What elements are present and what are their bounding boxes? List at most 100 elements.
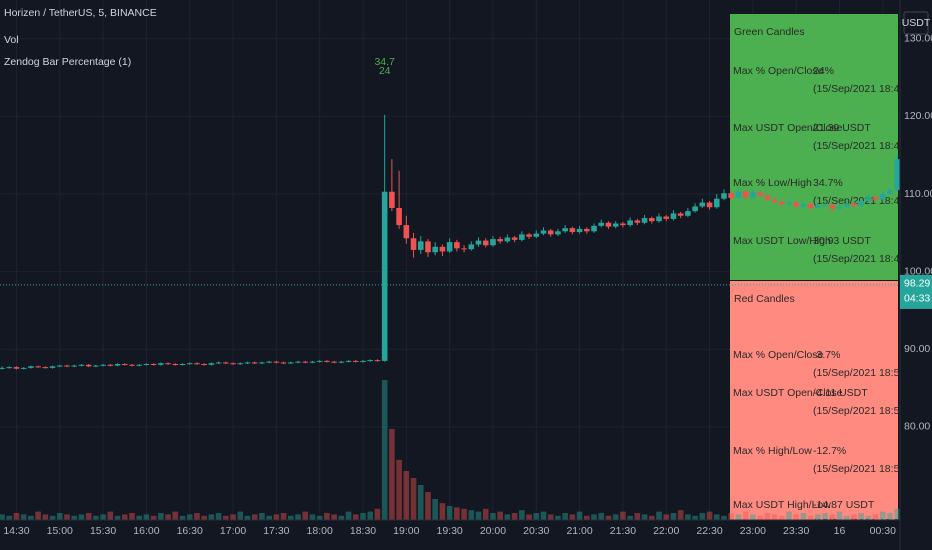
candle-body xyxy=(771,199,778,202)
volume-bar xyxy=(309,514,316,520)
volume-bar xyxy=(324,513,330,520)
indicator-legend: Zendog Bar Percentage (1) xyxy=(4,56,131,68)
x-tick-label: 20:30 xyxy=(523,525,549,537)
candle-body xyxy=(858,201,864,206)
candle-body xyxy=(851,203,857,206)
stats-panel xyxy=(730,281,898,520)
volume-bar xyxy=(338,515,345,520)
volume-bar xyxy=(403,471,410,520)
y-tick-label: 100.00 xyxy=(904,265,932,277)
volume-legend: Vol xyxy=(4,34,19,46)
candle-body xyxy=(562,228,568,232)
price-tag xyxy=(900,274,932,309)
candle-body xyxy=(540,230,547,234)
candle-body xyxy=(764,195,771,200)
volume-bar xyxy=(71,515,78,520)
volume-bar xyxy=(887,513,893,520)
candle-body xyxy=(129,364,135,366)
candle-body xyxy=(786,202,792,205)
volume-bar xyxy=(764,513,771,520)
candle-body xyxy=(497,239,503,242)
volume-bar xyxy=(215,513,222,520)
y-tick-label: 110.00 xyxy=(904,188,932,200)
candle-body xyxy=(179,364,186,365)
volume-bar xyxy=(894,508,901,520)
candle-body xyxy=(288,362,294,364)
candle-body xyxy=(158,363,164,365)
candle-body xyxy=(100,364,106,366)
volume-bar xyxy=(432,499,438,520)
candle-body xyxy=(432,246,438,253)
volume-bar xyxy=(316,515,323,520)
candle-body xyxy=(446,242,453,252)
x-tick-label: 16:30 xyxy=(177,525,203,537)
volume-bar xyxy=(302,511,309,520)
volume-bar xyxy=(201,515,207,520)
volume-bar xyxy=(259,513,265,520)
volume-bar xyxy=(143,514,150,520)
volume-bar xyxy=(208,514,215,520)
candle-body xyxy=(28,366,34,368)
volume-bar xyxy=(865,515,872,520)
candle-body xyxy=(215,362,222,364)
stat-label: Max % High/Low xyxy=(733,445,812,457)
y-tick-label: 80.00 xyxy=(904,421,930,433)
stat-time: (15/Sep/2021 18:50:00) xyxy=(813,367,923,379)
volume-bar xyxy=(721,515,727,520)
candle-body xyxy=(302,361,309,363)
candle-body xyxy=(757,192,763,196)
volume-bar xyxy=(13,513,20,520)
stat-label: Max USDT Low/High xyxy=(733,235,831,247)
stat-label: Max % Open/Close xyxy=(733,349,824,361)
candle-body xyxy=(230,363,236,365)
volume-bar xyxy=(880,511,886,520)
volume-bar xyxy=(49,515,56,520)
candle-body xyxy=(417,241,424,250)
volume-bar xyxy=(64,514,70,520)
stat-value: 30.93 USDT xyxy=(813,235,871,247)
volume-bar xyxy=(172,511,179,520)
candle-body xyxy=(223,362,229,364)
candle-body xyxy=(620,223,626,226)
volume-bar xyxy=(352,514,359,520)
stat-label: Max % Low/High xyxy=(733,177,812,189)
candle-body xyxy=(150,364,157,365)
candle-body xyxy=(728,193,735,198)
volume-bar xyxy=(439,503,446,520)
volume-bar xyxy=(851,514,857,520)
stat-time: (15/Sep/2021 18:45:00) xyxy=(813,140,923,152)
volume-bar xyxy=(194,513,200,520)
candle-body xyxy=(555,231,561,235)
volume-bar xyxy=(85,513,92,520)
candle-body xyxy=(475,240,482,245)
volume-bar xyxy=(165,514,171,520)
candle-body xyxy=(778,201,785,205)
candle-body xyxy=(208,363,215,365)
stat-value: 21.39 USDT xyxy=(813,122,871,134)
volume-bar xyxy=(425,492,431,520)
candle-body xyxy=(403,225,410,239)
candle-body xyxy=(237,363,244,365)
volume-bar xyxy=(78,514,85,520)
candle-body xyxy=(598,222,605,226)
y-tick-label: 90.00 xyxy=(904,343,930,355)
candle-body xyxy=(201,364,207,365)
stat-time: (15/Sep/2021 18:45:00) xyxy=(813,253,923,265)
candle-body xyxy=(822,204,828,206)
volume-bar xyxy=(584,515,590,520)
volume-bar xyxy=(526,514,532,520)
candle-body xyxy=(6,367,13,369)
candle-body xyxy=(143,364,150,365)
candle-body xyxy=(309,361,316,363)
volume-bar xyxy=(288,515,294,520)
stat-value: -3.7% xyxy=(813,349,840,361)
volume-bar xyxy=(677,510,684,520)
panel-title: Green Candles xyxy=(734,26,805,38)
unit-button[interactable] xyxy=(903,11,929,35)
x-tick-label: 17:30 xyxy=(263,525,289,537)
x-tick-label: 17:00 xyxy=(220,525,246,537)
volume-bar xyxy=(685,514,691,520)
candle-body xyxy=(663,216,670,219)
x-tick-label: 18:00 xyxy=(307,525,333,537)
volume-bar xyxy=(872,514,879,520)
